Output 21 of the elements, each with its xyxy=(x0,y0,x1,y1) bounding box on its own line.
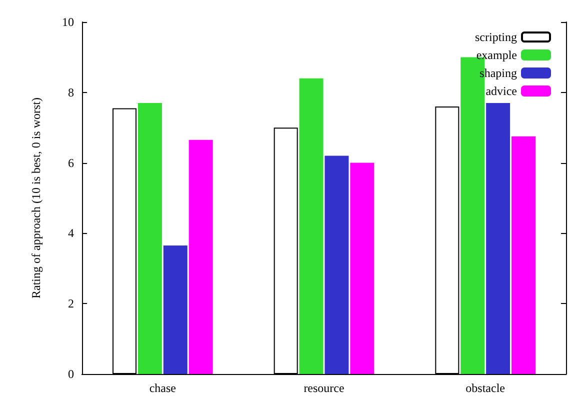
y-tick-label: 2 xyxy=(68,296,74,311)
legend-label: scripting xyxy=(475,30,517,44)
y-tick-label: 6 xyxy=(68,156,74,170)
x-tick-label: chase xyxy=(149,381,176,395)
x-tick-label: obstacle xyxy=(466,381,505,395)
bar xyxy=(324,156,349,374)
bar xyxy=(299,78,324,374)
bar xyxy=(486,102,510,374)
bar xyxy=(138,102,162,374)
legend-label: example xyxy=(476,48,517,62)
y-tick-label: 10 xyxy=(62,15,74,29)
bar xyxy=(511,136,536,374)
legend-label: advice xyxy=(486,84,517,98)
x-tick-label: resource xyxy=(304,381,344,395)
y-tick-label: 8 xyxy=(68,85,74,100)
bar xyxy=(163,246,188,374)
y-axis-title: Rating of approach (10 is best, 0 is worst) xyxy=(29,98,43,298)
y-tick-label: 0 xyxy=(68,367,74,381)
y-tick-label: 4 xyxy=(68,226,74,240)
bar xyxy=(350,162,374,374)
bar xyxy=(188,140,213,374)
